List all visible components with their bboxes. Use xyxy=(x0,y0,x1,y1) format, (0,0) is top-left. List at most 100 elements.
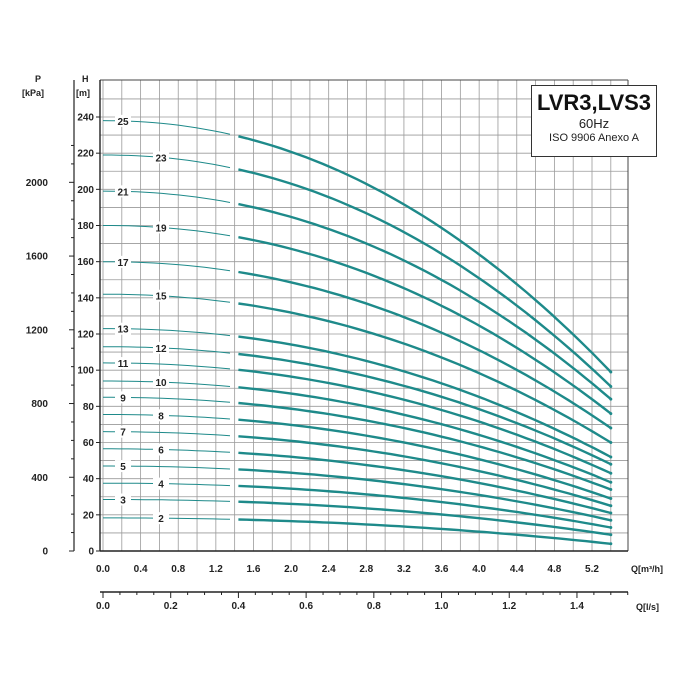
curve-label-6: 6 xyxy=(158,445,164,456)
curve-label-bg xyxy=(153,409,169,422)
pump-curve-19-end xyxy=(609,412,613,416)
curve-label-bg xyxy=(115,357,131,370)
pump-curve-8 xyxy=(238,418,612,500)
curve-label-25: 25 xyxy=(117,117,129,128)
pump-curve-6-end xyxy=(609,511,613,515)
curve-label-bg xyxy=(115,114,131,127)
y2-axis-label-p: P xyxy=(35,74,41,84)
x2-tick-label: 1.0 xyxy=(435,601,449,612)
curve-label-12: 12 xyxy=(155,344,167,355)
pump-curve-4-end xyxy=(609,525,613,529)
y-axis-label-h: H xyxy=(82,74,89,84)
y-tick-label: 220 xyxy=(77,149,94,160)
curve-label-bg xyxy=(115,185,131,198)
y2-tick-label: 1600 xyxy=(26,252,49,263)
x-tick-label: 4.0 xyxy=(472,564,486,575)
pump-curve-5-end xyxy=(609,518,613,522)
chart-title-box: LVR3,LVS3 60Hz ISO 9906 Anexo A xyxy=(531,85,657,157)
y-tick-label: 100 xyxy=(77,366,94,377)
curve-label-bg xyxy=(115,425,131,438)
x2-tick-label: 0.8 xyxy=(367,601,381,612)
x-tick-label: 4.4 xyxy=(510,564,524,575)
curve-label-23: 23 xyxy=(155,153,167,164)
x-tick-label: 3.6 xyxy=(435,564,449,575)
pump-curve-4 xyxy=(238,484,612,529)
y2-tick-label: 0 xyxy=(42,547,48,558)
y-tick-label: 80 xyxy=(83,402,95,413)
curve-label-bg xyxy=(115,322,131,335)
y-tick-label: 200 xyxy=(77,185,94,196)
y2-tick-label: 400 xyxy=(31,473,48,484)
curve-label-15: 15 xyxy=(155,292,167,303)
curve-label-bg xyxy=(153,376,169,389)
pump-curve-17 xyxy=(238,270,612,429)
curve-label-7: 7 xyxy=(120,428,126,439)
pump-curve-3 xyxy=(238,500,611,536)
pump-curve-2-end xyxy=(609,542,613,546)
pump-curve-13 xyxy=(238,335,612,459)
pump-curve-7-end xyxy=(609,504,613,508)
curve-label-4: 4 xyxy=(158,480,164,491)
pump-curve-25 xyxy=(238,135,612,373)
pump-curve-10 xyxy=(238,386,612,484)
pump-curve-2 xyxy=(238,518,611,545)
pump-curve-25-end xyxy=(609,370,613,374)
curve-label-9: 9 xyxy=(120,393,126,404)
curve-label-bg xyxy=(115,255,131,268)
x2-tick-label: 0.6 xyxy=(299,601,313,612)
x-tick-label: 2.8 xyxy=(359,564,373,575)
y-tick-label: 60 xyxy=(83,438,95,449)
pump-curve-5 xyxy=(238,468,612,522)
curve-label-bg xyxy=(153,221,169,234)
curve-label-2: 2 xyxy=(158,514,164,525)
y-tick-label: 140 xyxy=(77,293,94,304)
y-tick-label: 180 xyxy=(77,221,94,232)
curve-label-19: 19 xyxy=(155,223,167,234)
y-tick-label: 240 xyxy=(77,113,94,124)
y2-tick-label: 1200 xyxy=(26,325,49,336)
curve-label-3: 3 xyxy=(120,495,126,506)
pump-curve-3-end xyxy=(609,533,613,537)
x-tick-label: 0.8 xyxy=(171,564,185,575)
curve-label-bg xyxy=(153,512,169,525)
x2-tick-label: 1.4 xyxy=(570,601,584,612)
curve-label-17: 17 xyxy=(117,258,129,269)
pump-curve-11-end xyxy=(609,471,613,475)
x-tick-label: 3.2 xyxy=(397,564,411,575)
chart-subtitle: 60Hz xyxy=(578,116,610,131)
y-tick-label: 0 xyxy=(88,547,94,558)
curve-label-bg xyxy=(153,151,169,164)
x2-tick-label: 1.2 xyxy=(502,601,516,612)
pump-curve-13-end xyxy=(609,455,613,459)
y2-axis-unit-kpa: [kPa] xyxy=(22,88,44,98)
y-tick-label: 120 xyxy=(77,330,94,341)
pump-curve-15 xyxy=(238,302,612,444)
x2-axis-label-ls: Q[l/s] xyxy=(636,602,659,612)
curve-label-bg xyxy=(153,443,169,456)
chart-grid xyxy=(69,79,629,598)
pump-curve-21-end xyxy=(609,397,613,401)
x-tick-label: 1.6 xyxy=(247,564,261,575)
curve-label-21: 21 xyxy=(117,187,129,198)
y-axis-unit-m: [m] xyxy=(76,88,90,98)
curve-label-bg xyxy=(153,477,169,490)
curve-label-bg xyxy=(115,460,131,473)
x-tick-label: 0.4 xyxy=(134,564,148,575)
pump-curve-7 xyxy=(238,435,612,507)
chart-axes: H [m] P [kPa] Q[m³/h] Q[l/s] xyxy=(22,74,663,612)
y-tick-label: 20 xyxy=(83,510,95,521)
y2-tick-label: 2000 xyxy=(26,178,49,189)
curve-label-bg xyxy=(153,289,169,302)
x-axis-label-m3h: Q[m³/h] xyxy=(631,564,663,574)
y-tick-label: 160 xyxy=(77,257,94,268)
pump-curve-12 xyxy=(238,352,612,466)
pump-curve-23-end xyxy=(609,384,613,388)
curve-label-13: 13 xyxy=(117,325,129,336)
pump-curve-10-end xyxy=(609,480,613,484)
pump-curve-21 xyxy=(238,202,612,401)
x2-tick-label: 0.0 xyxy=(96,601,110,612)
chart-standard: ISO 9906 Anexo A xyxy=(549,132,639,144)
pump-curve-19 xyxy=(238,236,612,415)
pump-curve-17-end xyxy=(609,426,613,430)
